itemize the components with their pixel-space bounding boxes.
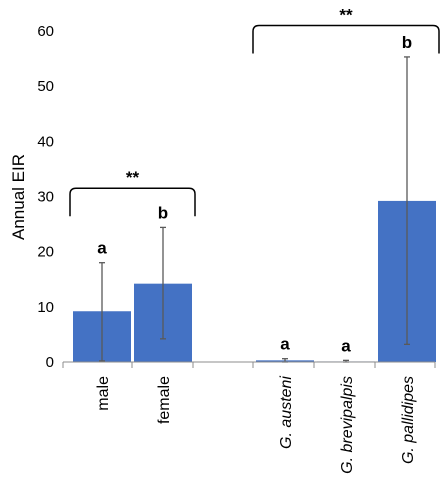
y-tick-label: 20 [37, 244, 54, 261]
significance-letter: a [341, 336, 351, 355]
x-tick-label: G. brevipalpis [339, 376, 356, 474]
significance-stars: ** [126, 168, 140, 187]
significance-letter: b [402, 33, 412, 52]
y-axis: 0 10 20 30 40 50 60 [37, 23, 54, 371]
significance-letters: a b a a b [97, 33, 412, 355]
x-tick-label: G. pallidipes [400, 376, 417, 464]
significance-letter: a [280, 335, 290, 354]
y-tick-label: 30 [37, 189, 54, 206]
significance-brackets: ** ** [69, 5, 440, 217]
significance-stars: ** [339, 5, 353, 24]
significance-bracket [252, 24, 440, 54]
y-tick-label: 10 [37, 299, 54, 316]
x-axis [62, 361, 436, 368]
y-tick-label: 0 [46, 354, 54, 371]
x-tick-label: male [95, 376, 112, 411]
significance-letter: a [97, 239, 107, 258]
significance-bracket [69, 187, 196, 217]
category-labels: male female G. austeni G. brevipalpis G. pal… [95, 376, 417, 474]
significance-letter: b [158, 203, 168, 222]
y-tick-label: 40 [37, 133, 54, 150]
x-tick-label: female [156, 376, 173, 424]
y-tick-label: 50 [37, 78, 54, 95]
error-bars [99, 56, 410, 363]
y-axis-label: Annual EIR [9, 154, 28, 240]
bars [73, 200, 436, 363]
y-tick-label: 60 [37, 23, 54, 40]
x-tick-label: G. austeni [278, 376, 295, 449]
